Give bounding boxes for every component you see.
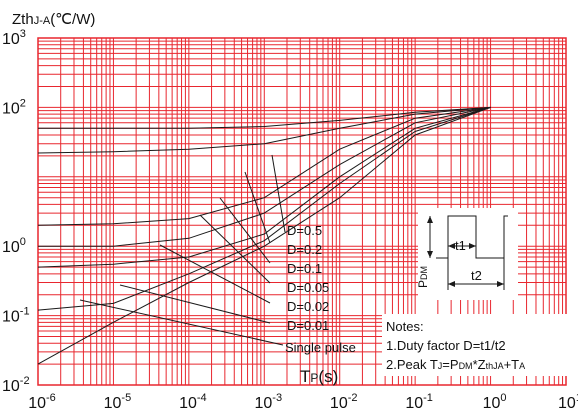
leader-line <box>119 284 271 324</box>
series-line <box>38 106 491 247</box>
y-tick-label: 10-2 <box>2 375 30 395</box>
y-tick-labels: 10-2 10-1 100 102 103 <box>2 28 30 395</box>
label-leaders <box>79 154 286 346</box>
y-axis-title-main: Zth <box>12 11 34 28</box>
inset-pdm-sub: DM <box>419 266 429 280</box>
notes-line2: 2.Peak TJ=PDM*ZthJA+TA <box>386 357 525 372</box>
y-axis-title-sub: J-A <box>34 15 51 27</box>
curve-labels: D=0.5 D=0.2 D=0.1 D=0.05 D=0.02 D=0.01 S… <box>285 223 356 355</box>
notes-title: Notes: <box>386 319 424 334</box>
inset-pdm-main: P <box>416 280 430 288</box>
notes-background <box>382 314 568 376</box>
curve-label: D=0.1 <box>287 261 322 276</box>
plot-frame <box>37 37 567 386</box>
notes-box: Notes: 1.Duty factor D=t1/t2 2.Peak TJ=P… <box>382 314 568 376</box>
pulse-waveform <box>436 215 508 259</box>
curve-label: D=0.02 <box>287 299 329 314</box>
x-axis-title-main: T <box>300 367 310 386</box>
arrow-head <box>448 281 455 287</box>
grid <box>37 37 567 386</box>
y-tick-label: 103 <box>2 28 26 48</box>
pulse-inset: t1 t2 PDM <box>416 208 518 300</box>
x-axis-title-unit: (s) <box>318 367 338 386</box>
arrow-head <box>469 243 476 249</box>
series-line <box>37 106 491 268</box>
series-line <box>37 106 491 226</box>
curve-label: D=0.2 <box>287 242 322 257</box>
notes-line1: 1.Duty factor D=t1/t2 <box>386 338 506 353</box>
leader-line <box>244 171 271 244</box>
series-line <box>37 106 491 365</box>
x-tick-label: 10-5 <box>104 392 132 412</box>
series-line <box>37 106 491 154</box>
leader-line <box>199 214 271 284</box>
x-tick-label: 10-6 <box>28 392 56 412</box>
y-axis-title: ZthJ-A(℃/W) <box>12 11 95 28</box>
y-tick-label: 10-1 <box>2 306 30 326</box>
x-tick-labels: 10-6 10-5 10-4 10-3 10-2 10-1 100 101 <box>28 392 578 412</box>
inset-t1-label: t1 <box>455 238 466 253</box>
x-tick-label: 100 <box>483 392 507 412</box>
x-axis-title-sub: P <box>310 371 318 385</box>
x-tick-label: 101 <box>558 392 578 412</box>
curve-label: Single pulse <box>285 340 356 355</box>
inset-background <box>418 208 518 300</box>
leader-line <box>159 244 271 304</box>
arrow-head <box>497 281 504 287</box>
inset-pdm-label: PDM <box>416 266 430 288</box>
series-line <box>37 106 491 311</box>
leader-line <box>271 154 286 233</box>
x-tick-label: 10-1 <box>405 392 433 412</box>
series-line <box>38 106 491 129</box>
leader-line <box>219 197 271 264</box>
curves <box>37 106 491 365</box>
y-tick-label: 102 <box>2 97 26 117</box>
inset-t2-label: t2 <box>471 268 482 283</box>
curve-label: D=0.05 <box>287 280 329 295</box>
leader-line <box>79 299 284 346</box>
arrow-head <box>427 251 433 258</box>
arrow-head <box>427 216 433 223</box>
x-tick-label: 10-2 <box>330 392 358 412</box>
x-axis-title: TP(s) <box>300 367 338 386</box>
curve-label: D=0.5 <box>287 223 322 238</box>
x-tick-label: 10-3 <box>254 392 282 412</box>
x-tick-label: 10-4 <box>179 392 207 412</box>
y-axis-title-unit: (℃/W) <box>50 11 95 28</box>
y-tick-label: 100 <box>2 236 26 256</box>
arrow-head <box>448 243 455 249</box>
curve-label: D=0.01 <box>287 318 329 333</box>
